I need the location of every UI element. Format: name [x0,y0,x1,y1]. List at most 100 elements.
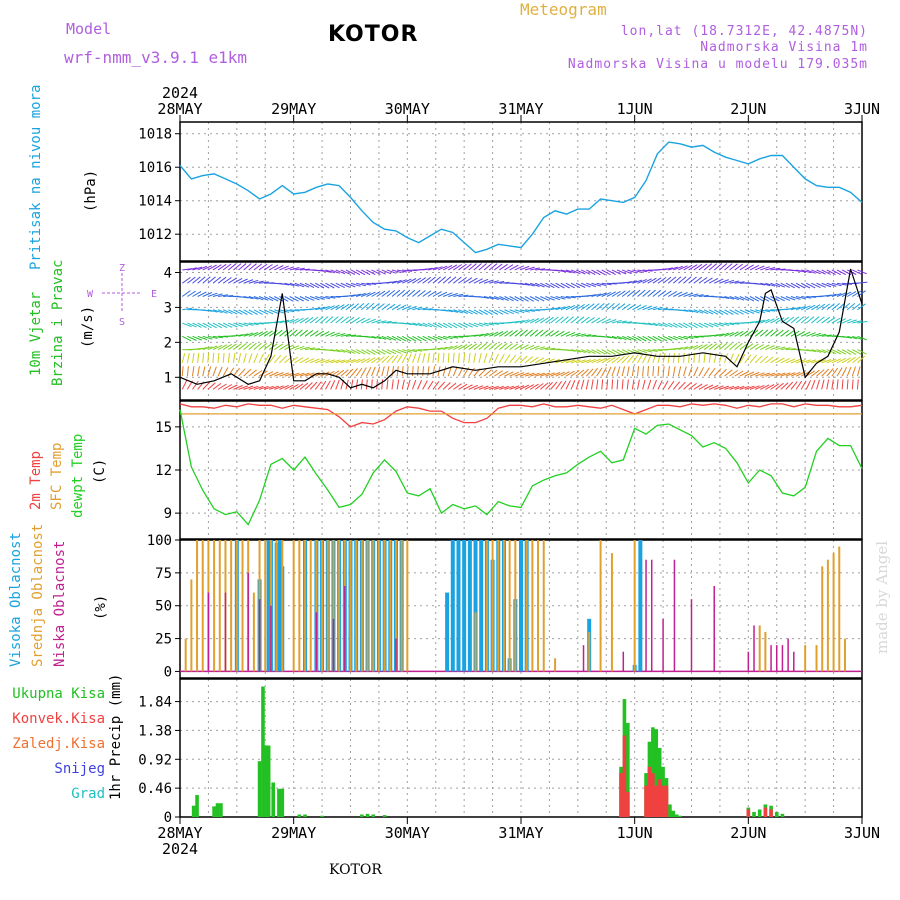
wind-arrow [437,276,447,284]
precip-bar-ukupna [671,810,676,817]
cloud-bar-srednja [633,540,636,672]
wind-arrow [212,309,223,314]
wind-arrow [616,303,626,311]
wind-arrow [821,368,830,377]
wind-arrow [233,309,243,315]
cloud-bar-srednja [815,645,818,672]
wind-arrow [406,379,411,390]
wind-arrow [749,309,760,314]
wind-arrow [309,358,320,364]
wind-arrow [790,296,801,300]
wind-arrow [407,335,417,342]
wind-arrow [243,385,254,390]
wind-arrow [565,359,576,364]
wind-arrow [519,355,528,364]
wind-arrow [325,331,335,337]
cloud-bar-srednja [554,658,557,672]
wind-arrow [667,322,678,328]
wind-arrow [391,349,402,354]
wind-arrow [519,296,529,302]
wind-arrow [749,371,760,377]
cloud-bar-visoka [467,540,472,672]
precip-bar-ukupna [266,745,271,817]
wind-arrow [621,355,630,364]
wind-arrow [534,329,544,337]
precip-bar-ukupna [271,782,276,817]
wind-arrow [826,269,836,276]
wind-arrow [509,385,520,390]
cloud-bar-srednja [838,546,841,672]
wind-arrow [187,267,198,271]
wind-arrow [181,353,186,363]
wind-arrow [335,304,345,311]
pressure-ytick-label: 1018 [138,127,172,143]
wind-arrow [550,296,561,301]
wind-arrow [719,332,729,337]
wind-arrow [294,329,303,337]
wind-arrow [749,320,760,324]
wind-arrow [269,371,279,377]
wind-arrow [637,304,647,311]
cloud-bar-srednja [360,540,363,672]
wind-arrow [754,329,764,337]
wind-arrow [437,291,448,297]
wind-arrow [852,269,862,275]
cloud-bar-niska [713,586,715,672]
wind-arrow [361,349,371,355]
wind-arrow [663,308,674,311]
wind-arrow [703,277,713,284]
wind-arrow [596,292,607,297]
wind-arrow [821,359,832,364]
wind-arrow [386,355,394,364]
wind-arrow [335,316,344,324]
wind-arrow [437,322,448,329]
cloud-bar-srednja [235,540,238,672]
wind-arrow [708,277,719,284]
wind-arrow [724,279,735,284]
wind-arrow [268,354,276,364]
wind-arrow [708,343,718,350]
wind-arrow [785,358,796,364]
wind-arrow [488,309,499,315]
wind-arrow [795,359,806,364]
wind-arrow [417,349,428,351]
wind-arrow [739,296,750,302]
wind-arrow [407,278,417,284]
wind-arrow [468,343,478,350]
wind-arrow [350,358,361,364]
wind-arrow [248,342,257,350]
wind-arrow [652,353,657,364]
wind-arrow [514,265,525,271]
wind-arrow [586,269,596,276]
wind-arrow [734,296,745,301]
wind-arrow [836,269,847,276]
wind-arrow [642,353,648,364]
wind-arrow [657,353,661,363]
wind-arrow [760,372,770,377]
cloud-bar-srednja [338,540,341,672]
wind-arrow [299,296,310,302]
wind-arrow [596,349,606,355]
wind-arrow [580,303,590,311]
wind-arrow [448,322,458,329]
wind-arrow [790,371,801,377]
wind-arrow [770,267,781,271]
wind-arrow [442,345,453,351]
wind-arrow [657,366,660,377]
cloud-bar-srednja [758,625,761,672]
wind-arrow [611,379,614,390]
wind-arrow [688,309,699,314]
wind-arrow [570,380,576,390]
wind-arrow [729,296,740,301]
cloud-bar-srednja [315,540,318,672]
wind-arrow-field [181,263,868,390]
wind-arrow [785,348,796,351]
wind-arrow [581,349,591,354]
wind-arrow [407,322,418,326]
wind-arrow [320,316,329,324]
wind-arrow [637,379,640,390]
wind-arrow [238,309,248,315]
wind-arrow [207,345,218,351]
wind-arrow [192,276,201,284]
wind-arrow [402,269,413,272]
